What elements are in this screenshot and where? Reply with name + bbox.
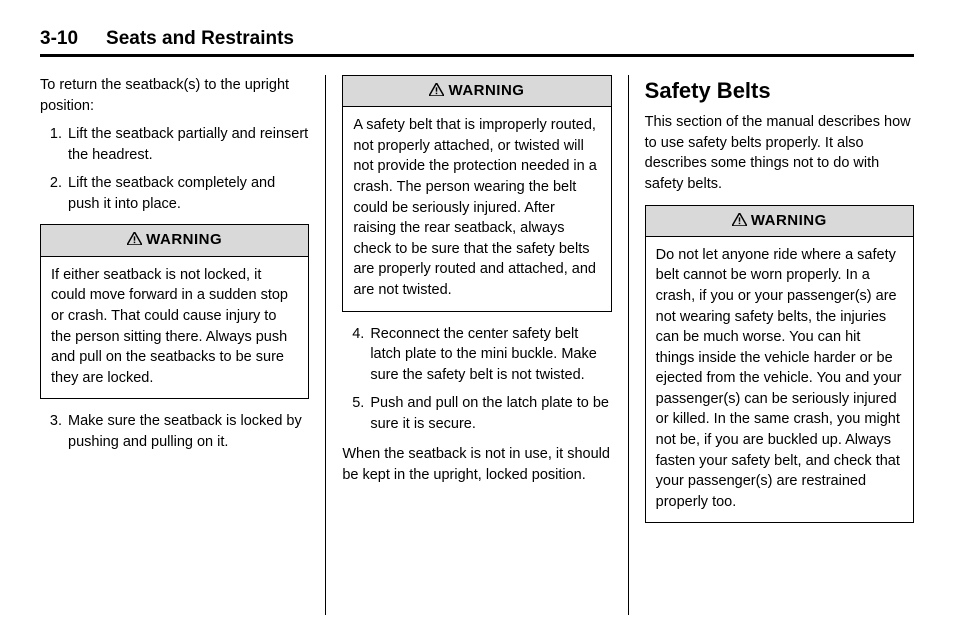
list-item: Reconnect the center safety belt latch p…	[368, 324, 611, 386]
section-intro: This section of the manual describes how…	[645, 112, 914, 194]
page-header: 3-10 Seats and Restraints	[40, 28, 914, 57]
chapter-title: Seats and Restraints	[106, 28, 294, 50]
warning-label: WARNING	[751, 212, 827, 229]
warning-header: WARNING	[343, 76, 610, 107]
column-1: To return the seatback(s) to the upright…	[40, 75, 325, 615]
list-item: Make sure the seatback is locked by push…	[66, 411, 309, 452]
list-item: Push and pull on the latch plate to be s…	[368, 393, 611, 434]
manual-page: 3-10 Seats and Restraints To return the …	[0, 0, 954, 638]
steps-list-b: Make sure the seatback is locked by push…	[40, 411, 309, 452]
page-number: 3-10	[40, 28, 78, 50]
steps-list: Reconnect the center safety belt latch p…	[342, 324, 611, 435]
intro-text: To return the seatback(s) to the upright…	[40, 75, 309, 116]
warning-body: If either seatback is not locked, it cou…	[41, 257, 308, 398]
list-item: Lift the seatback partially and reinsert…	[66, 124, 309, 165]
warning-label: WARNING	[448, 82, 524, 99]
warning-triangle-icon	[732, 211, 747, 232]
warning-header: WARNING	[41, 225, 308, 256]
warning-triangle-icon	[127, 230, 142, 251]
warning-label: WARNING	[146, 231, 222, 248]
outro-text: When the seatback is not in use, it shou…	[342, 444, 611, 485]
column-3: Safety Belts This section of the manual …	[628, 75, 914, 615]
section-heading: Safety Belts	[645, 75, 914, 106]
warning-body: Do not let anyone ride where a safety be…	[646, 237, 913, 523]
list-item: Lift the seatback completely and push it…	[66, 173, 309, 214]
warning-box: WARNING A safety belt that is improperly…	[342, 75, 611, 312]
warning-body: A safety belt that is improperly routed,…	[343, 107, 610, 310]
steps-list-a: Lift the seatback partially and reinsert…	[40, 124, 309, 214]
column-2: WARNING A safety belt that is improperly…	[325, 75, 627, 615]
warning-box: WARNING Do not let anyone ride where a s…	[645, 205, 914, 524]
warning-box: WARNING If either seatback is not locked…	[40, 224, 309, 399]
warning-triangle-icon	[429, 81, 444, 102]
warning-header: WARNING	[646, 206, 913, 237]
content-columns: To return the seatback(s) to the upright…	[40, 75, 914, 615]
